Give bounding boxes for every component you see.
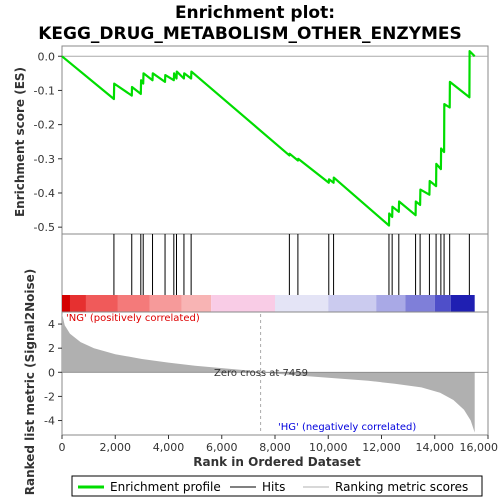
legend-box bbox=[71, 475, 483, 497]
x-tick-label: 10,000 bbox=[309, 441, 348, 454]
enrichment-profile-line bbox=[61, 49, 476, 227]
es-tick-label: -0.3 bbox=[34, 153, 55, 166]
heat-band bbox=[328, 295, 377, 312]
heat-band bbox=[85, 295, 118, 312]
metric-tick-label: 0 bbox=[48, 366, 55, 379]
heat-band bbox=[69, 295, 86, 312]
metric-tick-label: 4 bbox=[48, 318, 55, 331]
metric-tick-label: 2 bbox=[48, 342, 55, 355]
enrichment-curve bbox=[61, 49, 476, 227]
zero-cross-label: Zero cross at 7459 bbox=[214, 368, 308, 379]
es-tick-label: -0.2 bbox=[34, 119, 55, 132]
metric-axis: 4 2 0 -2 -4 bbox=[44, 318, 62, 428]
ranked-metric-area bbox=[62, 313, 488, 433]
es-plot-area bbox=[61, 45, 489, 235]
ranking-heat-bar bbox=[62, 295, 475, 312]
es-panel: 0.0 -0.1 -0.2 -0.3 -0.4 -0.5 bbox=[34, 45, 489, 235]
negative-correlation-label: 'HG' (negatively correlated) bbox=[278, 422, 416, 433]
x-tick-label: 14,000 bbox=[416, 441, 455, 454]
metric-tick-label: -4 bbox=[44, 415, 55, 428]
heat-band bbox=[149, 295, 182, 312]
heat-band bbox=[211, 295, 275, 312]
heat-band bbox=[450, 295, 475, 312]
heat-band bbox=[376, 295, 406, 312]
es-axis: 0.0 -0.1 -0.2 -0.3 -0.4 -0.5 bbox=[34, 50, 62, 234]
x-tick-label: 12,000 bbox=[362, 441, 401, 454]
legend-label-enrichment: Enrichment profile bbox=[110, 480, 221, 494]
metric-tick-label: -2 bbox=[44, 390, 55, 403]
heat-band bbox=[181, 295, 212, 312]
x-tick-label: 4,000 bbox=[153, 441, 185, 454]
legend-label-hits: Hits bbox=[262, 480, 285, 494]
x-axis-label: Rank in Ordered Dataset bbox=[193, 455, 361, 469]
heat-band bbox=[275, 295, 329, 312]
heat-band bbox=[434, 295, 451, 312]
heat-band bbox=[117, 295, 150, 312]
x-tick-label: 2,000 bbox=[100, 441, 132, 454]
metric-panel: 4 2 0 -2 -4 'NG' (positively correlated) 'HG… bbox=[44, 311, 489, 436]
chart-title-line-2: KEGG_DRUG_METABOLISM_OTHER_ENZYMES bbox=[38, 24, 462, 44]
metric-axis-label: Ranked list metric (Signal2Noise) bbox=[23, 269, 37, 496]
x-tick-label: 6,000 bbox=[206, 441, 238, 454]
x-tick-label: 8,000 bbox=[259, 441, 291, 454]
heat-band bbox=[62, 295, 70, 312]
legend-label-metric: Ranking metric scores bbox=[335, 480, 468, 494]
es-tick-label: -0.1 bbox=[34, 84, 55, 97]
chart-title-line-1: Enrichment plot: bbox=[175, 3, 335, 23]
x-tick-label: 16,000 bbox=[460, 441, 499, 454]
es-axis-label: Enrichment score (ES) bbox=[13, 67, 27, 217]
x-axis: 0 2,000 4,000 6,000 8,000 10,000 12,000 14,000 1… bbox=[59, 435, 499, 454]
es-tick-label: 0.0 bbox=[38, 50, 56, 63]
hits-panel bbox=[61, 233, 489, 313]
x-tick-label: 0 bbox=[59, 441, 66, 454]
es-tick-label: -0.4 bbox=[34, 187, 55, 200]
positive-correlation-label: 'NG' (positively correlated) bbox=[66, 313, 200, 324]
legend: Enrichment profile Hits Ranking metric s… bbox=[71, 475, 483, 497]
ranked-metric-fill bbox=[62, 313, 475, 433]
es-tick-label: -0.5 bbox=[34, 221, 55, 234]
hit-markers bbox=[113, 234, 470, 295]
heat-band bbox=[405, 295, 435, 312]
